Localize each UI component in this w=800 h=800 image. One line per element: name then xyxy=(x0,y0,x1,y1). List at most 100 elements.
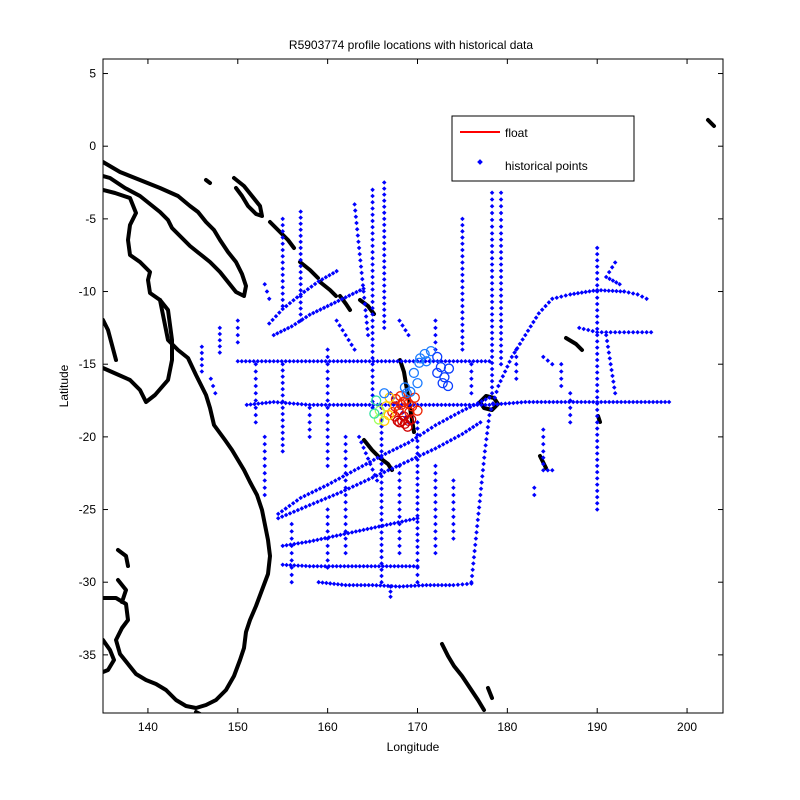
historical-point xyxy=(410,437,415,443)
historical-point xyxy=(405,458,411,464)
historical-point xyxy=(467,404,473,410)
legend-box xyxy=(451,115,635,182)
historical-point xyxy=(460,303,465,309)
y-tick-label: 5 xyxy=(89,67,96,81)
historical-point xyxy=(280,399,285,404)
historical-point xyxy=(558,294,564,299)
historical-point xyxy=(299,506,305,511)
tasmania-coastline xyxy=(194,710,202,713)
historical-point xyxy=(399,359,404,364)
historical-point xyxy=(343,507,348,512)
historical-point xyxy=(590,328,595,334)
historical-point xyxy=(484,430,490,436)
historical-point xyxy=(370,274,375,280)
historical-point xyxy=(280,411,285,417)
historical-point xyxy=(612,385,617,390)
historical-point xyxy=(352,347,357,352)
historical-point xyxy=(541,468,546,473)
historical-point xyxy=(415,515,420,521)
historical-point xyxy=(415,420,420,425)
historical-point xyxy=(397,500,402,505)
historical-point xyxy=(489,336,495,342)
historical-point xyxy=(467,359,472,364)
historical-point xyxy=(498,305,504,311)
historical-point xyxy=(433,514,438,520)
historical-point xyxy=(498,262,504,267)
y-tick-label: -35 xyxy=(79,648,97,662)
historical-point xyxy=(256,401,261,406)
historical-point xyxy=(433,325,438,331)
historical-point xyxy=(379,555,384,560)
historical-point xyxy=(498,299,504,305)
historical-point xyxy=(594,329,600,335)
float-profile-point xyxy=(432,367,443,379)
historical-point xyxy=(374,583,379,588)
historical-point xyxy=(340,474,346,479)
historical-point xyxy=(594,388,600,394)
historical-point xyxy=(303,504,308,510)
historical-point xyxy=(460,328,465,334)
historical-point xyxy=(294,498,300,503)
historical-point xyxy=(630,329,636,335)
historical-point xyxy=(612,391,618,396)
historical-point xyxy=(370,582,375,588)
historical-point xyxy=(392,520,397,526)
historical-point xyxy=(611,379,616,384)
historical-point xyxy=(531,319,536,325)
historical-point xyxy=(307,405,312,411)
historical-point xyxy=(646,399,652,405)
historical-point xyxy=(381,325,387,331)
historical-point xyxy=(411,563,416,569)
historical-point xyxy=(298,288,303,293)
historical-point xyxy=(360,463,365,469)
historical-point xyxy=(343,295,348,300)
historical-point xyxy=(460,347,465,352)
historical-point xyxy=(379,548,384,554)
historical-point xyxy=(303,314,309,320)
historical-point xyxy=(415,438,420,444)
historical-point xyxy=(479,480,484,485)
historical-point xyxy=(370,386,375,392)
historical-point xyxy=(594,432,600,438)
historical-point xyxy=(598,399,604,405)
historical-point xyxy=(417,453,423,459)
historical-point xyxy=(512,350,517,355)
historical-point xyxy=(463,402,468,408)
historical-point xyxy=(489,268,495,274)
historical-point xyxy=(469,383,474,389)
historical-point xyxy=(415,558,420,563)
historical-point xyxy=(594,357,600,363)
historical-point xyxy=(287,359,292,364)
historical-point xyxy=(489,391,495,396)
historical-point xyxy=(399,519,405,524)
historical-point xyxy=(235,340,241,345)
historical-point xyxy=(312,281,318,287)
historical-point xyxy=(483,359,488,364)
historical-point xyxy=(339,296,345,302)
float-profile-point xyxy=(412,405,423,416)
historical-point xyxy=(594,469,600,475)
historical-point xyxy=(527,399,532,405)
historical-point xyxy=(280,436,285,442)
historical-point xyxy=(455,402,460,408)
historical-point xyxy=(302,289,307,295)
historical-point xyxy=(464,581,470,587)
historical-point xyxy=(470,424,476,430)
historical-point xyxy=(451,514,456,520)
historical-point xyxy=(315,537,320,543)
historical-point xyxy=(280,278,285,284)
historical-point xyxy=(472,548,477,554)
historical-point xyxy=(298,318,303,323)
historical-point xyxy=(359,440,364,445)
historical-point xyxy=(365,526,370,532)
x-tick-label: 160 xyxy=(318,720,338,734)
historical-point xyxy=(310,310,316,316)
historical-point xyxy=(381,301,387,306)
historical-point xyxy=(500,374,506,379)
historical-point xyxy=(275,359,280,364)
historical-point xyxy=(362,582,368,588)
historical-point xyxy=(370,280,375,286)
float-profile-point xyxy=(442,380,454,392)
historical-point xyxy=(594,382,600,388)
historical-point xyxy=(402,442,407,447)
